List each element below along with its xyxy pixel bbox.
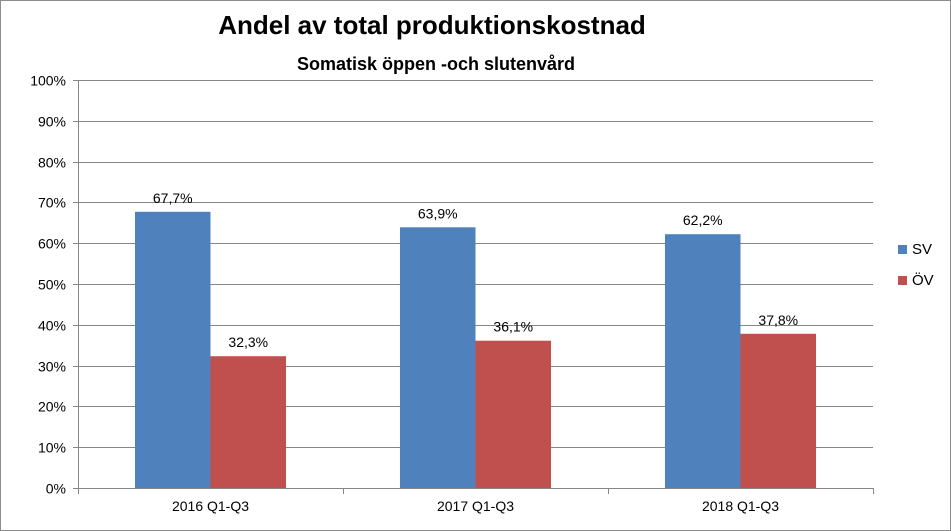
bars: 67,7% 32,3% 63,9% 36,1% 62,2% 37,8%	[134, 190, 817, 488]
axes: 0% 10% 20% 30% 40% 50% 60% 70% 80% 90% 100% 2016 Q1…	[30, 73, 874, 514]
chart-title: Andel av total produktionskostnad	[218, 10, 646, 40]
data-label: 67,7%	[153, 190, 193, 206]
chart-subtitle: Somatisk öppen -och slutenvård	[297, 54, 575, 74]
x-tick-label: 2017 Q1-Q3	[437, 498, 514, 514]
legend-label: ÖV	[912, 271, 934, 289]
x-tick-label: 2018 Q1-Q3	[702, 498, 779, 514]
legend-label: SV	[912, 241, 932, 258]
data-label: 37,8%	[758, 312, 798, 328]
y-tick-label: 70%	[38, 195, 66, 211]
x-tick-label: 2016 Q1-Q3	[172, 498, 249, 514]
y-tick-label: 80%	[38, 155, 66, 171]
y-tick-label: 10%	[38, 440, 66, 456]
bar-sv-3	[664, 234, 741, 488]
legend-swatch	[898, 276, 907, 285]
y-tick-label: 100%	[30, 73, 66, 89]
data-label: 62,2%	[683, 212, 723, 228]
y-tick-label: 90%	[38, 114, 66, 130]
bar-ov-3	[740, 333, 817, 488]
y-tick-label: 40%	[38, 318, 66, 334]
data-label: 36,1%	[493, 319, 533, 335]
y-tick-label: 50%	[38, 277, 66, 293]
y-tick-label: 30%	[38, 359, 66, 375]
y-tick-label: 60%	[38, 236, 66, 252]
legend: SV ÖV	[898, 241, 934, 289]
bar-sv-1	[134, 211, 211, 488]
bar-sv-2	[399, 227, 476, 488]
data-label: 32,3%	[228, 334, 268, 350]
data-label: 63,9%	[418, 205, 458, 221]
y-tick-label: 0%	[46, 481, 66, 497]
bar-ov-1	[210, 356, 287, 488]
bar-ov-2	[475, 340, 552, 488]
legend-swatch	[898, 245, 907, 254]
y-tick-label: 20%	[38, 399, 66, 415]
